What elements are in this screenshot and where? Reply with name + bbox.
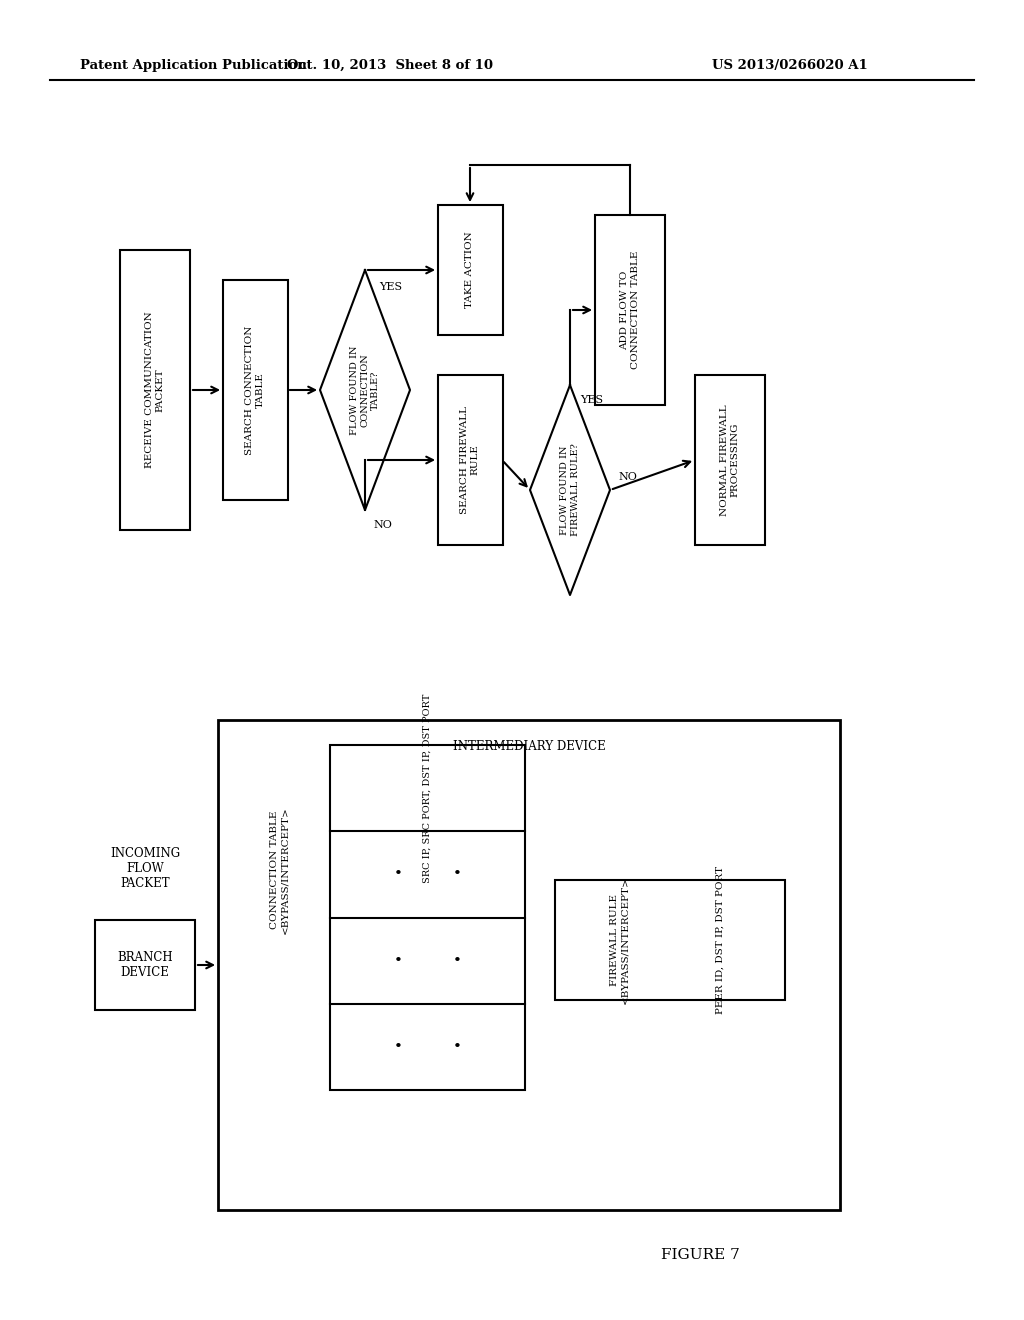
Text: TAKE ACTION: TAKE ACTION xyxy=(466,231,474,309)
Text: PEER ID, DST IP, DST PORT: PEER ID, DST IP, DST PORT xyxy=(716,866,725,1014)
Text: NO: NO xyxy=(373,520,392,531)
Text: •: • xyxy=(453,1040,461,1053)
Text: •: • xyxy=(453,867,461,882)
Bar xyxy=(595,215,665,405)
Text: US 2013/0266020 A1: US 2013/0266020 A1 xyxy=(712,58,868,71)
Text: FIREWALL RULE
<BYPASS/INTERCEPT>: FIREWALL RULE <BYPASS/INTERCEPT> xyxy=(610,876,630,1005)
Bar xyxy=(695,375,765,545)
Text: Oct. 10, 2013  Sheet 8 of 10: Oct. 10, 2013 Sheet 8 of 10 xyxy=(287,58,493,71)
Text: Patent Application Publication: Patent Application Publication xyxy=(80,58,307,71)
Text: YES: YES xyxy=(580,395,603,405)
Bar xyxy=(95,920,195,1010)
Bar xyxy=(330,744,525,1090)
Text: RECEIVE COMMUNICATION
PACKET: RECEIVE COMMUNICATION PACKET xyxy=(145,312,165,469)
Text: SEARCH FIREWALL
RULE: SEARCH FIREWALL RULE xyxy=(461,407,479,513)
Bar xyxy=(120,249,190,531)
Text: FIGURE 7: FIGURE 7 xyxy=(660,1247,739,1262)
Bar xyxy=(222,280,288,500)
Text: ADD FLOW TO
CONNECTION TABLE: ADD FLOW TO CONNECTION TABLE xyxy=(621,251,640,370)
Text: NORMAL FIREWALL
PROCESSING: NORMAL FIREWALL PROCESSING xyxy=(720,404,739,516)
Bar xyxy=(218,719,840,1210)
Text: NO: NO xyxy=(618,473,637,482)
Bar xyxy=(555,880,785,1001)
Text: •: • xyxy=(453,953,461,968)
Text: SRC IP, SRC PORT, DST IP, DST PORT: SRC IP, SRC PORT, DST IP, DST PORT xyxy=(423,693,432,883)
Bar xyxy=(437,205,503,335)
Text: •: • xyxy=(394,867,402,882)
Text: INCOMING
FLOW
PACKET: INCOMING FLOW PACKET xyxy=(110,847,180,890)
Text: YES: YES xyxy=(379,282,402,292)
Text: SEARCH CONNECTION
TABLE: SEARCH CONNECTION TABLE xyxy=(246,325,264,454)
Text: BRANCH
DEVICE: BRANCH DEVICE xyxy=(117,950,173,979)
Text: •: • xyxy=(394,953,402,968)
Text: FLOW FOUND IN
FIREWALL RULE?: FLOW FOUND IN FIREWALL RULE? xyxy=(560,444,580,536)
Text: FLOW FOUND IN
CONNECTION
TABLE?: FLOW FOUND IN CONNECTION TABLE? xyxy=(350,346,380,434)
Text: INTERMEDIARY DEVICE: INTERMEDIARY DEVICE xyxy=(453,741,605,752)
Bar xyxy=(437,375,503,545)
Text: CONNECTION TABLE
<BYPASS/INTERCEPT>: CONNECTION TABLE <BYPASS/INTERCEPT> xyxy=(270,807,290,933)
Text: •: • xyxy=(394,1040,402,1053)
